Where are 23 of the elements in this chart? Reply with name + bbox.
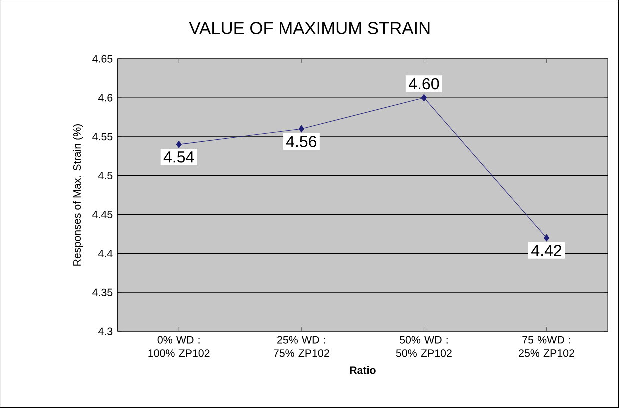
x-axis-title: Ratio: [350, 366, 376, 374]
y-tick-label: 4.6: [98, 94, 113, 102]
data-label: 4.42: [532, 245, 562, 256]
y-tick-label: 4.5: [98, 172, 113, 180]
x-tick-label: 50% WD : 50% ZP102: [396, 336, 452, 358]
data-label: 4.60: [408, 78, 440, 90]
y-tick-label: 4.35: [92, 288, 113, 296]
x-tick-label: 75 %WD : 25% ZP102: [519, 336, 574, 358]
point: [298, 126, 304, 133]
y-tick-label: 4.3: [98, 328, 113, 336]
y-tick-label: 4.55: [92, 133, 113, 141]
y-tick-label: 4.65: [92, 55, 113, 63]
data-label: 4.56: [286, 136, 317, 148]
y-axis-title: Responses of Max. Strain (%): [73, 124, 84, 266]
point: [176, 141, 182, 148]
y-tick-label: 4.4: [98, 250, 113, 258]
point: [421, 94, 427, 102]
y-tick-label: 4.45: [92, 211, 113, 219]
chart-title: VALUE OF MAXIMUM STRAIN: [189, 22, 430, 34]
point: [544, 234, 550, 242]
data-label: 4.54: [164, 152, 194, 163]
x-tick-label: 0% WD : 100% ZP102: [148, 336, 210, 358]
x-tick-label: 25% WD : 75% ZP102: [274, 336, 330, 358]
